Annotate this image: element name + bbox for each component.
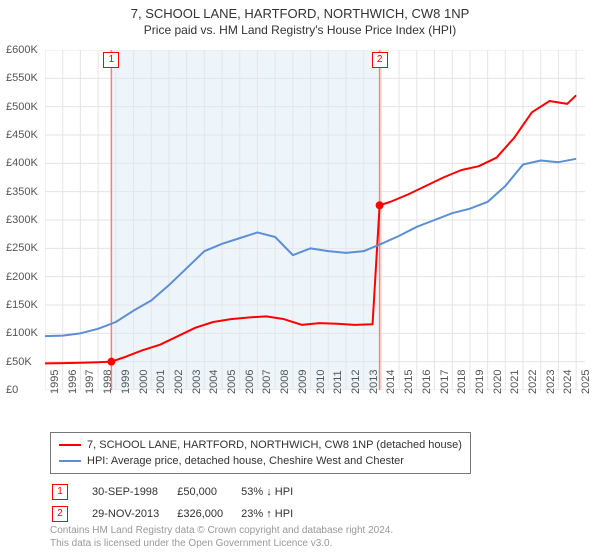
legend-text: 7, SCHOOL LANE, HARTFORD, NORTHWICH, CW8… (87, 439, 462, 451)
plot-svg (45, 50, 585, 390)
y-tick-label: £600K (6, 44, 38, 56)
y-tick-label: £400K (6, 157, 38, 169)
event-delta: 23% ↑ HPI (241, 504, 309, 524)
event-price: £326,000 (177, 504, 239, 524)
y-tick-label: £100K (6, 327, 38, 339)
attribution-line: Contains HM Land Registry data © Crown c… (50, 524, 393, 537)
event-marker: 2 (52, 506, 68, 522)
chart-event-marker: 1 (103, 52, 119, 68)
y-tick-label: £550K (6, 72, 38, 84)
event-price: £50,000 (177, 482, 239, 502)
y-tick-label: £350K (6, 186, 38, 198)
event-table: 1 30-SEP-1998 £50,000 53% ↓ HPI 2 29-NOV… (50, 480, 311, 526)
y-tick-label: £0 (6, 384, 18, 396)
event-row: 1 30-SEP-1998 £50,000 53% ↓ HPI (52, 482, 309, 502)
legend-text: HPI: Average price, detached house, Ches… (87, 455, 404, 467)
chart-area: £0 £50K £100K £150K £200K £250K £300K £350K £400… (0, 50, 600, 420)
y-tick-label: £300K (6, 214, 38, 226)
legend: 7, SCHOOL LANE, HARTFORD, NORTHWICH, CW8… (50, 432, 471, 474)
event-marker: 1 (52, 484, 68, 500)
attribution: Contains HM Land Registry data © Crown c… (50, 524, 393, 550)
x-tick-label: 2025 (580, 370, 600, 394)
chart-title-sub: Price paid vs. HM Land Registry's House … (0, 23, 600, 37)
y-tick-label: £450K (6, 129, 38, 141)
chart-event-marker: 2 (372, 52, 388, 68)
event-row: 2 29-NOV-2013 £326,000 23% ↑ HPI (52, 504, 309, 524)
attribution-line: This data is licensed under the Open Gov… (50, 537, 393, 550)
event-delta: 53% ↓ HPI (241, 482, 309, 502)
chart-title-main: 7, SCHOOL LANE, HARTFORD, NORTHWICH, CW8… (0, 6, 600, 21)
y-tick-label: £50K (6, 356, 32, 368)
y-tick-label: £200K (6, 271, 38, 283)
event-date: 30-SEP-1998 (92, 482, 175, 502)
event-date: 29-NOV-2013 (92, 504, 175, 524)
y-tick-label: £250K (6, 242, 38, 254)
legend-item-price-paid: 7, SCHOOL LANE, HARTFORD, NORTHWICH, CW8… (59, 437, 462, 453)
y-tick-label: £500K (6, 101, 38, 113)
y-tick-label: £150K (6, 299, 38, 311)
legend-item-hpi: HPI: Average price, detached house, Ches… (59, 453, 462, 469)
chart-titles: 7, SCHOOL LANE, HARTFORD, NORTHWICH, CW8… (0, 6, 600, 37)
